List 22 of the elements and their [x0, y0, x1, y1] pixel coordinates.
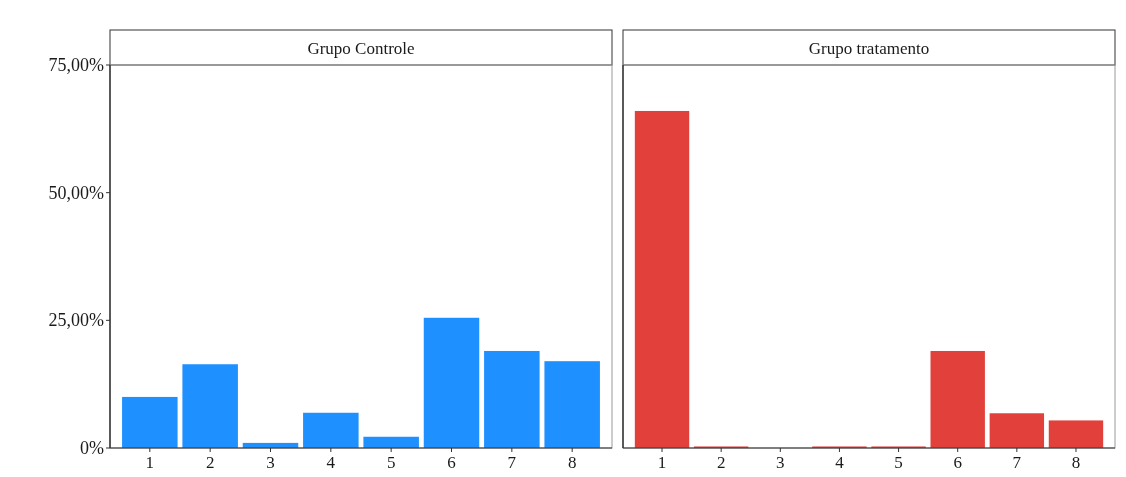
x-tick-label: 4 — [326, 453, 336, 472]
x-tick-label: 3 — [266, 453, 275, 472]
x-tick-label: 5 — [386, 453, 396, 472]
x-tick-label: 7 — [1012, 453, 1022, 472]
x-tick-label: 1 — [657, 453, 667, 472]
x-tick-label: 4 — [835, 453, 845, 472]
y-tick-label: 75,00% — [48, 55, 104, 75]
x-tick-label: 6 — [953, 453, 962, 472]
x-tick-label: 5 — [894, 453, 903, 472]
x-tick-label: 8 — [567, 453, 577, 472]
chart-title: Grupo Controle — [307, 38, 415, 58]
y-tick-label: 50,00% — [48, 182, 104, 203]
x-tick-label: 1 — [145, 453, 155, 472]
y-tick-label: 0% — [80, 438, 104, 458]
x-tick-label: 6 — [447, 453, 456, 472]
x-tick-label: 2 — [716, 453, 726, 472]
x-tick-label: 3 — [776, 453, 785, 472]
y-tick-label: 25,00% — [48, 310, 104, 331]
chart-title: Grupo tratamento — [808, 38, 930, 58]
x-tick-label: 8 — [1071, 453, 1081, 472]
x-tick-label: 2 — [205, 453, 215, 472]
x-tick-label: 7 — [507, 453, 517, 472]
